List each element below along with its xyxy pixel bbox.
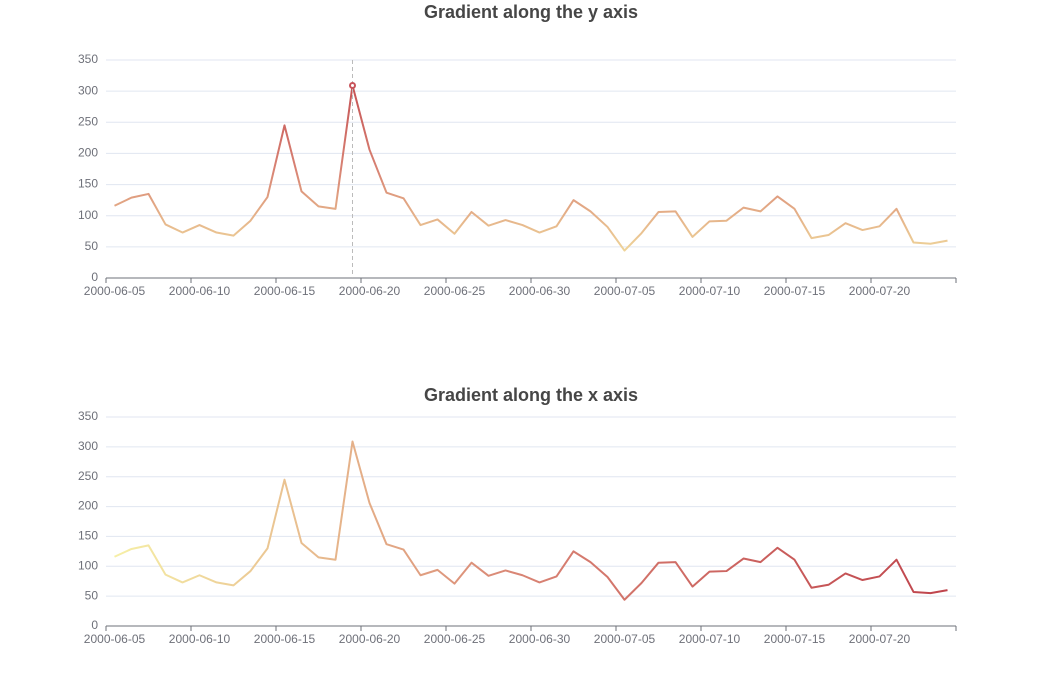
x-tick-label: 2000-07-20 — [849, 284, 911, 298]
y-tick-label: 250 — [78, 114, 98, 128]
x-tick-label: 2000-06-25 — [424, 632, 486, 646]
y-tick-label: 100 — [78, 558, 98, 572]
x-tick-label: 2000-06-30 — [509, 284, 571, 298]
x-tick-label: 2000-06-30 — [509, 632, 571, 646]
x-tick-label: 2000-07-05 — [594, 632, 656, 646]
x-tick-label: 2000-06-05 — [84, 284, 146, 298]
x-tick-label: 2000-06-25 — [424, 284, 486, 298]
y-tick-label: 300 — [78, 83, 98, 97]
y-tick-label: 150 — [78, 177, 98, 191]
x-tick-label: 2000-07-15 — [764, 632, 826, 646]
line — [114, 84, 948, 252]
x-tick-label: 2000-07-10 — [679, 284, 741, 298]
x-tick-label: 2000-07-20 — [849, 632, 911, 646]
y-tick-label: 250 — [78, 469, 98, 483]
y-tick-label: 200 — [78, 146, 98, 160]
x-tick-label: 2000-06-10 — [169, 284, 231, 298]
y-tick-label: 200 — [78, 499, 98, 513]
line — [114, 440, 948, 601]
hover-point — [349, 82, 356, 90]
y-tick-label: 0 — [91, 270, 98, 284]
y-tick-label: 50 — [85, 239, 99, 253]
y-tick-label: 100 — [78, 208, 98, 222]
y-tick-label: 50 — [85, 588, 99, 602]
x-tick-label: 2000-06-15 — [254, 632, 316, 646]
y-tick-label: 0 — [91, 618, 98, 632]
x-tick-label: 2000-06-05 — [84, 632, 146, 646]
x-tick-label: 2000-06-20 — [339, 632, 401, 646]
x-tick-label: 2000-06-10 — [169, 632, 231, 646]
y-tick-label: 150 — [78, 529, 98, 543]
x-tick-label: 2000-07-10 — [679, 632, 741, 646]
y-tick-label: 300 — [78, 439, 98, 453]
chart-title: Gradient along the y axis — [424, 2, 638, 22]
x-tick-label: 2000-06-20 — [339, 284, 401, 298]
y-tick-label: 350 — [78, 52, 98, 66]
x-tick-label: 2000-07-15 — [764, 284, 826, 298]
x-tick-label: 2000-07-05 — [594, 284, 656, 298]
y-tick-label: 350 — [78, 409, 98, 423]
x-tick-label: 2000-06-15 — [254, 284, 316, 298]
chart-title: Gradient along the x axis — [424, 385, 638, 405]
